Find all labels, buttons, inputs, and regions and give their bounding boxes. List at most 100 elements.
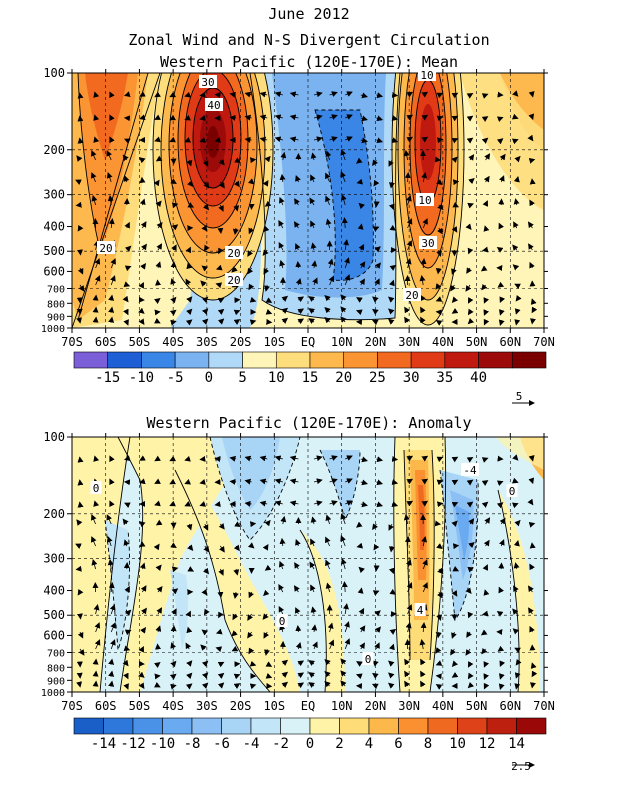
colorbar-swatch [104, 718, 134, 734]
x-tick-label: 40N [432, 335, 454, 349]
colorbar-label: 0 [306, 736, 314, 752]
x-tick-label: 20N [365, 699, 387, 713]
colorbar-swatch [517, 718, 547, 734]
contour-label: 20 [405, 289, 418, 302]
y-tick-label: 500 [43, 244, 65, 258]
x-tick-label: 10S [263, 699, 285, 713]
contour-label: 30 [421, 237, 434, 250]
x-tick-label: 10N [331, 699, 353, 713]
wind-vector [501, 117, 502, 118]
x-tick-label: 60N [499, 699, 521, 713]
colorbar-label: -2 [272, 736, 289, 752]
mean-vector-reference-label: 5 [516, 390, 523, 403]
colorbar-swatch [141, 352, 175, 368]
colorbar-label: -4 [243, 736, 260, 752]
colorbar-label: 10 [268, 370, 285, 386]
title-line-2: Zonal Wind and N-S Divergent Circulation [128, 31, 489, 49]
colorbar-swatch [163, 718, 193, 734]
colorbar-swatch [369, 718, 399, 734]
contour-label: 0 [509, 485, 516, 498]
wind-vector [80, 614, 81, 619]
colorbar-label: 5 [238, 370, 246, 386]
wind-vector [80, 250, 81, 255]
x-tick-label: 40S [162, 335, 184, 349]
wind-vector [96, 660, 97, 665]
wind-vector [220, 592, 221, 597]
anomaly-vector-reference: 2.5 [511, 760, 534, 773]
wind-vector [125, 459, 127, 460]
x-tick-label: 70S [61, 699, 83, 713]
x-tick-label: 30S [196, 699, 218, 713]
contour-label: 10 [418, 194, 431, 207]
title-line-1: June 2012 [268, 5, 349, 23]
colorbar-label: 15 [302, 370, 319, 386]
y-tick-label: 300 [43, 552, 65, 566]
wind-vector [125, 95, 127, 96]
wind-vector [516, 312, 517, 314]
wind-vector [96, 682, 97, 687]
contour-label: 20 [227, 247, 240, 260]
colorbar-label: -8 [184, 736, 201, 752]
wind-vector [516, 686, 517, 689]
x-tick-label: 30S [196, 335, 218, 349]
contour-label: 40 [207, 99, 220, 112]
title-anomaly: Western Pacific (120E-170E): Anomaly [146, 414, 471, 432]
x-tick-label: 50S [129, 699, 151, 713]
contour-label: 20 [227, 274, 240, 287]
colorbar-label: 2 [335, 736, 343, 752]
x-tick-label: 20N [365, 335, 387, 349]
wind-vector [532, 159, 534, 160]
colorbar-label: -10 [150, 736, 175, 752]
colorbar-label: 25 [369, 370, 386, 386]
colorbar-swatch [209, 352, 243, 368]
wind-vector [220, 228, 221, 233]
wind-vector [501, 481, 502, 482]
x-tick-label: EQ [301, 335, 315, 349]
contour-label: 0 [93, 482, 100, 495]
wind-vector [485, 590, 486, 592]
y-tick-label: 500 [43, 608, 65, 622]
colorbar-label: 20 [335, 370, 352, 386]
contour-label: 0 [365, 653, 372, 666]
x-tick-label: 40N [432, 699, 454, 713]
colorbar-swatch [276, 352, 310, 368]
x-tick-label: 20S [230, 335, 252, 349]
wind-vector [483, 250, 486, 251]
contour-label: 0 [279, 615, 286, 628]
colorbar-swatch [344, 352, 378, 368]
x-tick-label: 60S [95, 699, 117, 713]
colorbar-swatch [487, 718, 517, 734]
y-tick-label: 300 [43, 188, 65, 202]
colorbar-swatch [251, 718, 281, 734]
wind-vector [532, 523, 534, 524]
wind-vector [77, 205, 80, 206]
x-tick-label: 40S [162, 699, 184, 713]
colorbar-label: 0 [205, 370, 213, 386]
colorbar-label: -14 [91, 736, 116, 752]
x-tick-label: 70S [61, 335, 83, 349]
colorbar-swatch [411, 352, 445, 368]
colorbar-label: 35 [436, 370, 453, 386]
wind-vector [485, 226, 486, 228]
colorbar-label: -15 [95, 370, 120, 386]
colorbar-swatch [512, 352, 546, 368]
wind-vector [96, 296, 97, 301]
contour-label: -4 [463, 464, 477, 477]
colorbar-swatch [340, 718, 370, 734]
colorbar-label: 14 [508, 736, 525, 752]
wind-vector [174, 685, 176, 686]
colorbar-swatch [222, 718, 252, 734]
anomaly-vector-reference-label: 2.5 [511, 760, 531, 773]
colorbar-label: 30 [403, 370, 420, 386]
x-tick-label: EQ [301, 699, 315, 713]
y-tick-label: 700 [47, 285, 65, 296]
x-tick-label: 10N [331, 335, 353, 349]
colorbar-label: 6 [394, 736, 402, 752]
wind-vector [96, 672, 97, 677]
x-tick-label: 60N [499, 335, 521, 349]
